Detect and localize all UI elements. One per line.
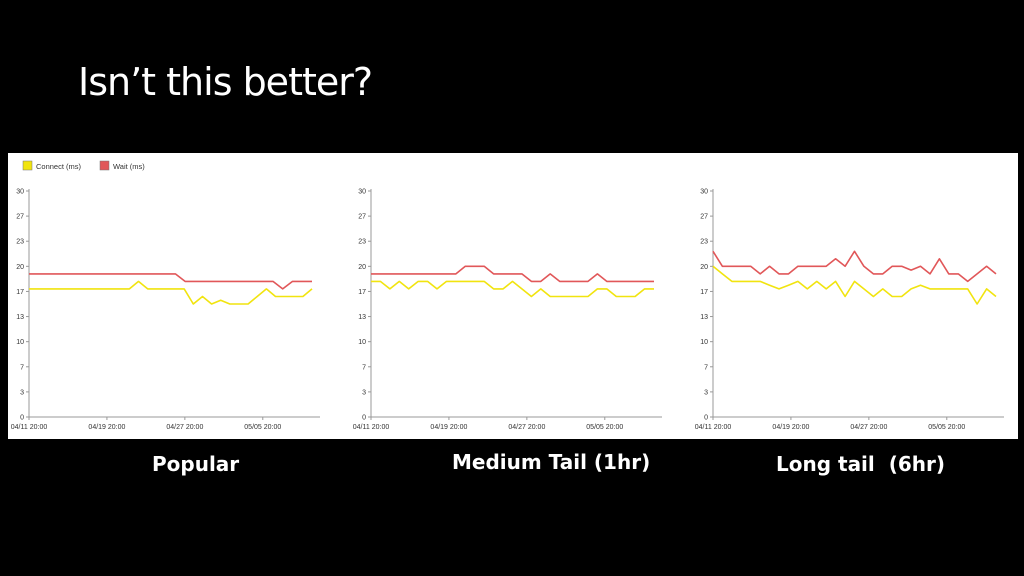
legend-label-connect: Connect (ms) (36, 162, 82, 171)
y-tick-label: 20 (358, 264, 366, 271)
y-tick-label: 20 (700, 264, 708, 271)
y-tick-label: 10 (358, 339, 366, 346)
y-tick-label: 10 (700, 339, 708, 346)
chart-panel: Connect (ms) Wait (ms) 0 3 7 10 13 17 20 23 27 30… (8, 153, 1018, 439)
x-tick-label: 04/27 20:00 (166, 424, 203, 431)
chart-caption-long-tail: Long tail (6hr) (776, 452, 945, 476)
y-tick-label: 10 (16, 339, 24, 346)
y-tick-label: 23 (358, 239, 366, 246)
y-tick-label: 7 (362, 364, 366, 371)
y-tick-label: 7 (704, 364, 708, 371)
x-tick-label: 04/19 20:00 (772, 424, 809, 431)
x-tick-label: 04/11 20:00 (353, 424, 390, 431)
y-tick-label: 27 (358, 214, 366, 221)
series-line-wait (371, 265, 654, 283)
legend-swatch-wait (99, 160, 110, 171)
series-line-connect (29, 280, 313, 305)
legend: Connect (ms) Wait (ms) (22, 160, 145, 171)
y-tick-label: 27 (16, 214, 24, 221)
x-tick-label: 04/27 20:00 (508, 424, 545, 431)
y-tick-label: 23 (16, 239, 24, 246)
chart-1: 0 3 7 10 13 17 20 23 27 30 04/11 20:00 04/19 20:00 0… (11, 189, 320, 431)
y-tick-label: 0 (704, 415, 708, 422)
x-tick-label: 04/11 20:00 (11, 424, 48, 431)
y-tick-label: 17 (16, 289, 24, 296)
series-line-wait (712, 250, 997, 283)
y-tick-label: 0 (362, 415, 366, 422)
x-tick-label: 04/27 20:00 (850, 424, 887, 431)
y-tick-label: 7 (20, 364, 24, 371)
series-line-wait (29, 273, 312, 290)
y-tick-label: 0 (20, 415, 24, 422)
y-tick-label: 27 (700, 214, 708, 221)
y-tick-label: 17 (700, 289, 708, 296)
x-tick-label: 04/19 20:00 (430, 424, 467, 431)
y-tick-label: 3 (362, 389, 366, 396)
x-tick-label: 05/05 20:00 (928, 424, 965, 431)
slide-title: Isn’t this better? (78, 60, 373, 104)
y-tick-label: 30 (700, 189, 708, 196)
x-tick-label: 04/19 20:00 (88, 424, 125, 431)
chart-caption-popular: Popular (152, 452, 240, 476)
charts-svg: Connect (ms) Wait (ms) 03710131720232730… (11, 160, 1004, 431)
y-tick-label: 20 (16, 264, 24, 271)
y-tick-label: 23 (700, 239, 708, 246)
series-line-connect (371, 280, 654, 298)
y-tick-label: 13 (358, 314, 366, 321)
chart-3: 0 3 7 10 13 17 20 23 27 30 04/11 20:00 04/19 20:00 0… (695, 189, 1004, 431)
x-tick-label: 04/11 20:00 (695, 424, 732, 431)
y-tick-label: 30 (358, 189, 366, 196)
y-tick-label: 30 (16, 189, 24, 196)
y-tick-label: 3 (20, 389, 24, 396)
legend-label-wait: Wait (ms) (113, 162, 145, 171)
x-tick-label: 05/05 20:00 (244, 424, 281, 431)
x-tick-label: 05/05 20:00 (586, 424, 623, 431)
series-line-connect (712, 265, 997, 305)
chart-2: 0 3 7 10 13 17 20 23 27 30 04/11 20:00 04/19 20:00 0… (353, 189, 662, 431)
y-tick-label: 3 (704, 389, 708, 396)
y-tick-label: 13 (700, 314, 708, 321)
y-tick-label: 17 (358, 289, 366, 296)
y-tick-label: 13 (16, 314, 24, 321)
legend-swatch-connect (22, 160, 33, 171)
chart-caption-medium-tail: Medium Tail (1hr) (452, 450, 651, 474)
